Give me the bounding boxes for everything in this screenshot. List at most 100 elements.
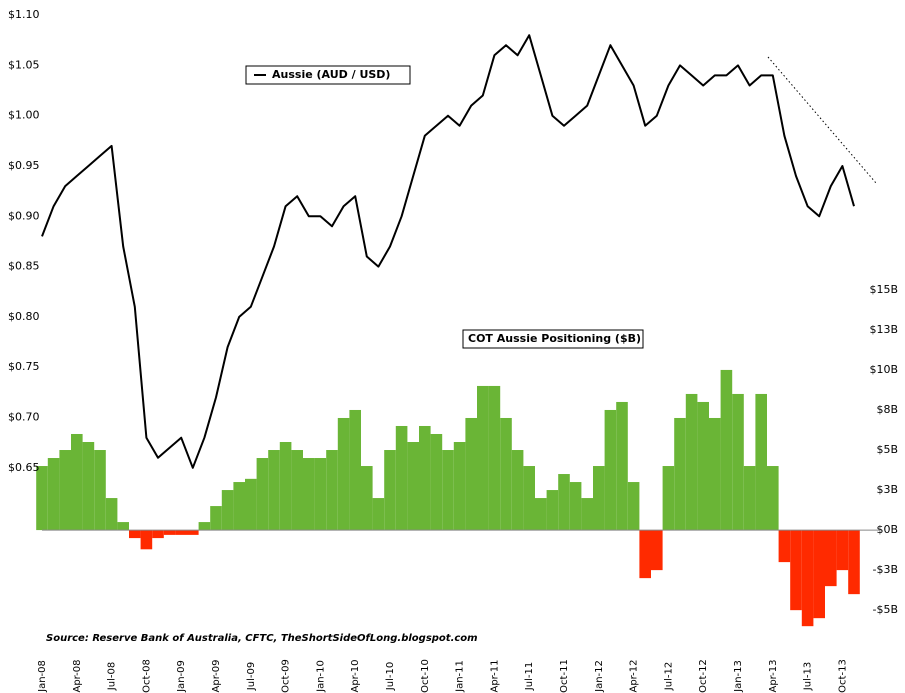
x-tick-label: Apr-13 (768, 660, 779, 693)
x-tick-label: Oct-12 (698, 659, 709, 693)
y-tick-label: $0.90 (8, 209, 40, 222)
bar (848, 530, 860, 595)
y-tick-label: $0.70 (8, 411, 40, 424)
bar (825, 530, 837, 587)
bar (175, 530, 187, 535)
y-tick-label: $1.00 (8, 109, 40, 122)
bar (326, 450, 338, 531)
bar (337, 417, 350, 531)
y-tick-label: $0.80 (8, 310, 40, 323)
y2-tick-label: $0B (876, 523, 898, 536)
y-tick-label: $0.65 (8, 461, 40, 474)
x-tick-label: Apr-09 (211, 660, 222, 693)
bar (836, 530, 849, 571)
bar (314, 458, 327, 531)
x-tick-label: Jul-09 (246, 662, 257, 691)
bar (152, 530, 164, 539)
x-tick-label: Apr-08 (72, 660, 83, 693)
y2-tick-label: $8B (876, 403, 898, 416)
bar (685, 393, 698, 531)
bar (720, 369, 733, 531)
x-tick-label: Jul-08 (107, 662, 118, 691)
y2-tick-label: -$3B (872, 563, 898, 576)
bar (593, 466, 605, 531)
x-tick-label: Jan-08 (37, 660, 48, 693)
y2-tick-label: $15B (869, 283, 898, 296)
x-tick-label: Jan-09 (176, 660, 187, 693)
bar (801, 530, 814, 627)
bar (500, 417, 512, 531)
bar (535, 498, 547, 531)
legend-label: COT Aussie Positioning ($B) (468, 332, 641, 345)
x-tick-label: Oct-10 (420, 659, 431, 693)
bar (349, 409, 361, 531)
bar (616, 401, 628, 531)
x-tick-label: Apr-12 (629, 660, 640, 693)
x-tick-label: Jan-11 (455, 660, 466, 693)
bar (709, 417, 721, 531)
bar (71, 433, 83, 531)
bar (221, 490, 234, 531)
y-tick-label: $0.95 (8, 159, 40, 172)
bar (233, 482, 245, 531)
bar (604, 409, 617, 531)
x-tick-label: Jul-10 (385, 662, 396, 691)
x-tick-label: Jul-12 (663, 662, 674, 691)
bar (755, 393, 767, 531)
bar (395, 425, 408, 531)
bar (291, 450, 303, 531)
bar (94, 450, 106, 531)
bar (511, 450, 524, 531)
bar (82, 442, 95, 531)
bar (187, 530, 199, 535)
bar (210, 506, 222, 531)
bar (732, 393, 744, 531)
bar (279, 442, 292, 531)
y2-tick-label: $3B (876, 483, 898, 496)
bar (361, 466, 373, 531)
x-tick-label: Jan-10 (315, 660, 326, 693)
bar (303, 458, 315, 531)
bar (407, 442, 419, 531)
bar (581, 498, 593, 531)
trend-line (767, 56, 877, 184)
y2-tick-label: $10B (869, 363, 898, 376)
bar (674, 417, 686, 531)
bar (627, 482, 640, 531)
legend-box (462, 329, 644, 349)
bar (47, 458, 60, 531)
bar (465, 417, 477, 531)
x-tick-label: Jan-13 (733, 660, 744, 693)
legend-label: Aussie (AUD / USD) (272, 68, 390, 81)
bar (488, 385, 501, 531)
bar (651, 530, 663, 571)
bar (790, 530, 802, 611)
bar (140, 530, 153, 550)
x-tick-label: Oct-13 (837, 659, 848, 693)
bar (245, 478, 257, 531)
bar (523, 466, 535, 531)
y2-tick-label: $5B (876, 443, 898, 456)
bar (569, 482, 582, 531)
bar (813, 530, 825, 619)
y-tick-label: $0.75 (8, 360, 40, 373)
bar (767, 466, 779, 531)
bar (129, 530, 141, 539)
x-tick-label: Oct-08 (141, 659, 152, 693)
x-tick-label: Jul-13 (803, 662, 814, 691)
y-tick-label: $1.05 (8, 58, 40, 71)
y-tick-label: $0.85 (8, 260, 40, 273)
bar (546, 490, 559, 531)
bar (59, 450, 71, 531)
bar (419, 425, 431, 531)
x-tick-label: Oct-11 (559, 659, 570, 693)
x-tick-label: Oct-09 (281, 659, 292, 693)
bar (743, 466, 756, 531)
bar (117, 522, 129, 531)
bar (36, 466, 48, 531)
source-note: Source: Reserve Bank of Australia, CFTC,… (46, 633, 478, 644)
bar (430, 433, 443, 531)
y2-tick-label: -$5B (872, 603, 898, 616)
bar (662, 466, 675, 531)
